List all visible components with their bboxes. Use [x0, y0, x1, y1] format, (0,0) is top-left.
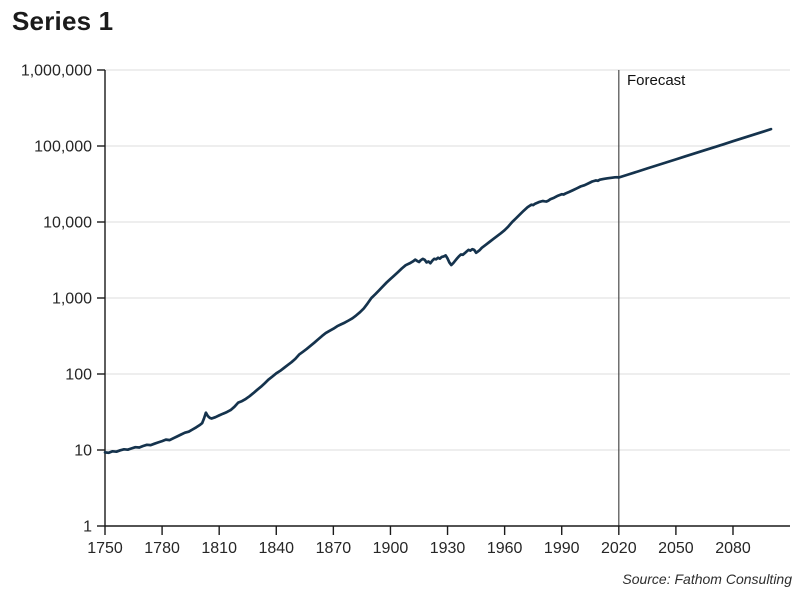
y-tick-label: 1,000 [52, 291, 92, 308]
x-tick-label: 1840 [258, 540, 294, 557]
x-tick-label: 1780 [144, 540, 180, 557]
y-tick-label: 100 [65, 367, 92, 384]
x-tick-label: 1750 [87, 540, 123, 557]
x-tick-label: 1930 [430, 540, 466, 557]
x-tick-label: 1960 [487, 540, 523, 557]
y-tick-label: 100,000 [34, 139, 92, 156]
y-tick-label: 10 [74, 443, 92, 460]
x-tick-label: 2080 [715, 540, 751, 557]
x-tick-label: 2050 [658, 540, 694, 557]
x-tick-label: 1870 [316, 540, 352, 557]
x-tick-label: 1900 [373, 540, 409, 557]
x-tick-label: 2020 [601, 540, 637, 557]
series-line [103, 127, 773, 455]
source-note: Source: Fathom Consulting [622, 571, 792, 587]
chart-title: Series 1 [12, 6, 114, 36]
forecast-annotation-label: Forecast [627, 72, 686, 89]
y-tick-label: 1,000,000 [21, 63, 92, 80]
y-tick-label: 10,000 [43, 215, 92, 232]
x-tick-label: 1810 [201, 540, 237, 557]
x-tick-label: 1990 [544, 540, 580, 557]
y-tick-label: 1 [83, 519, 92, 536]
